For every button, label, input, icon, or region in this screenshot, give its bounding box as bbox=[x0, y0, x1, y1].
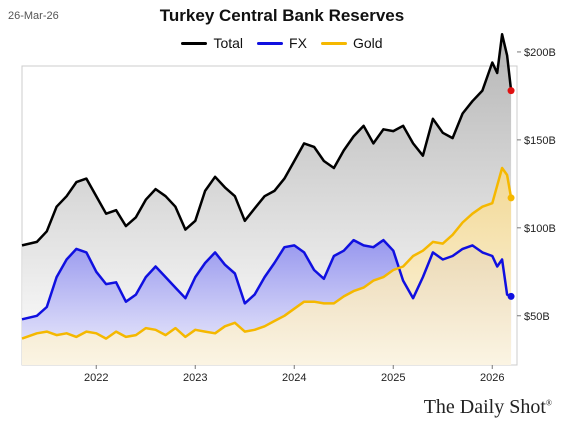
end-point-gold bbox=[507, 194, 515, 202]
x-tick-label: 2022 bbox=[84, 372, 108, 384]
series-line-fx bbox=[21, 238, 512, 321]
y-tick-label: $50B bbox=[524, 311, 550, 323]
legend: Total FX Gold bbox=[0, 35, 564, 51]
series-line-gold bbox=[21, 166, 513, 340]
brand-logo: The Daily Shot® bbox=[424, 396, 552, 419]
legend-label: Total bbox=[213, 35, 244, 51]
x-tick-label: 2026 bbox=[480, 372, 504, 384]
legend-swatch bbox=[257, 41, 284, 45]
x-tick-label: 2025 bbox=[381, 372, 405, 384]
y-tick-label: $200B bbox=[524, 47, 556, 59]
x-tick-label: 2024 bbox=[282, 372, 306, 384]
y-tick-label: $100B bbox=[524, 223, 556, 235]
legend-item-fx: FX bbox=[257, 35, 307, 51]
area-gold bbox=[22, 168, 512, 365]
brand-text: The Daily Shot bbox=[423, 396, 546, 418]
series-line-total bbox=[21, 33, 513, 247]
legend-swatch bbox=[320, 41, 347, 45]
x-tick-label: 2023 bbox=[183, 372, 207, 384]
y-tick-label: $150B bbox=[524, 135, 556, 147]
legend-swatch bbox=[181, 41, 208, 45]
date-stamp: 26-Mar-26 bbox=[8, 10, 59, 22]
legend-label: Gold bbox=[352, 35, 383, 51]
chart-title: Turkey Central Bank Reserves bbox=[159, 6, 405, 25]
legend-label: FX bbox=[289, 35, 307, 51]
legend-item-gold: Gold bbox=[320, 35, 383, 51]
end-point-fx bbox=[507, 292, 515, 300]
legend-item-total: Total bbox=[181, 35, 243, 51]
end-point-total bbox=[507, 87, 515, 95]
registered-mark: ® bbox=[545, 398, 552, 408]
